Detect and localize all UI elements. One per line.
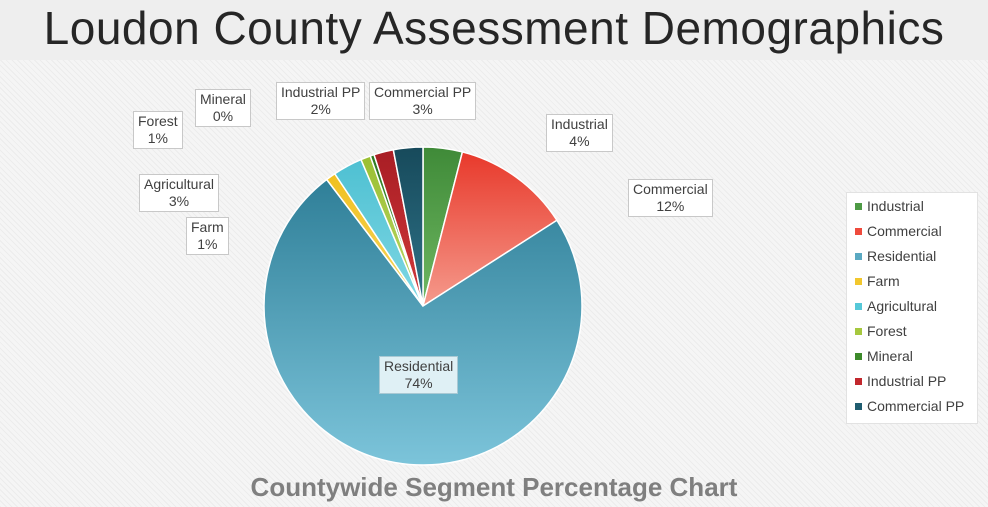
legend-swatch xyxy=(855,327,862,335)
data-label-value: 1% xyxy=(147,130,168,146)
legend-label: Industrial PP xyxy=(867,373,947,389)
legend-swatch xyxy=(855,402,862,410)
legend-label: Forest xyxy=(867,323,907,339)
data-label-industrial: Industrial 4% xyxy=(546,114,613,152)
legend-item-commercial-pp: Commercial PP xyxy=(855,395,964,417)
legend-label: Commercial PP xyxy=(867,398,965,414)
data-label-commercial-pp: Commercial PP 3% xyxy=(369,82,477,120)
legend-label: Industrial xyxy=(867,198,924,214)
data-label-residential: Residential 74% xyxy=(379,356,459,394)
pie-slice-residential xyxy=(263,178,583,466)
title-bar xyxy=(0,0,988,60)
data-label-industrial-pp: Industrial PP 2% xyxy=(276,82,366,120)
data-label-name: Agricultural xyxy=(144,176,215,192)
legend-item-industrial-pp: Industrial PP xyxy=(855,370,946,392)
pie-slice-commercial xyxy=(421,151,558,308)
data-label-name: Commercial xyxy=(633,181,708,197)
data-label-value: 3% xyxy=(168,193,190,209)
data-label-name: Mineral xyxy=(200,91,246,107)
data-label-name: Forest xyxy=(138,113,178,129)
data-label-name: Industrial PP xyxy=(281,84,361,100)
legend-swatch xyxy=(855,302,862,310)
legend-item-commercial: Commercial xyxy=(855,220,942,242)
data-label-name: Residential xyxy=(384,358,454,374)
data-label-farm: Farm 1% xyxy=(186,217,229,255)
legend-swatch xyxy=(855,352,862,360)
pie-slice-commercial-pp xyxy=(392,146,424,307)
data-label-name: Farm xyxy=(191,219,224,235)
legend-swatch xyxy=(855,227,862,235)
legend-item-agricultural: Agricultural xyxy=(855,295,937,317)
legend-label: Mineral xyxy=(867,348,913,364)
chart-legend: Industrial Commercial Residential Farm A… xyxy=(846,192,978,424)
data-label-value: 4% xyxy=(569,133,590,149)
legend-label: Residential xyxy=(867,248,937,264)
legend-swatch xyxy=(855,277,862,285)
data-label-name: Industrial xyxy=(551,116,608,132)
data-label-commercial: Commercial 12% xyxy=(628,179,713,217)
legend-item-farm: Farm xyxy=(855,270,900,292)
data-label-value: 0% xyxy=(212,108,234,124)
legend-item-industrial: Industrial xyxy=(855,195,924,217)
data-label-mineral: Mineral 0% xyxy=(195,89,251,127)
data-label-forest: Forest 1% xyxy=(133,111,183,149)
data-label-agricultural: Agricultural 3% xyxy=(139,174,220,212)
chart-title: Countywide Segment Percentage Chart xyxy=(250,472,738,502)
data-label-value: 1% xyxy=(197,236,218,252)
data-label-name: Commercial PP xyxy=(374,84,472,100)
legend-item-mineral: Mineral xyxy=(855,345,913,367)
legend-swatch xyxy=(855,252,862,260)
legend-label: Farm xyxy=(867,273,900,289)
legend-swatch xyxy=(855,202,862,210)
legend-item-forest: Forest xyxy=(855,320,907,342)
legend-label: Commercial xyxy=(867,223,942,239)
page-title: Loudon County Assessment Demographics xyxy=(43,2,945,54)
data-label-value: 74% xyxy=(404,375,433,391)
data-label-value: 2% xyxy=(310,101,331,117)
legend-label: Agricultural xyxy=(867,298,938,314)
data-label-value: 12% xyxy=(656,198,685,214)
data-label-value: 3% xyxy=(412,101,433,117)
legend-swatch xyxy=(855,377,862,385)
legend-item-residential: Residential xyxy=(855,245,936,267)
